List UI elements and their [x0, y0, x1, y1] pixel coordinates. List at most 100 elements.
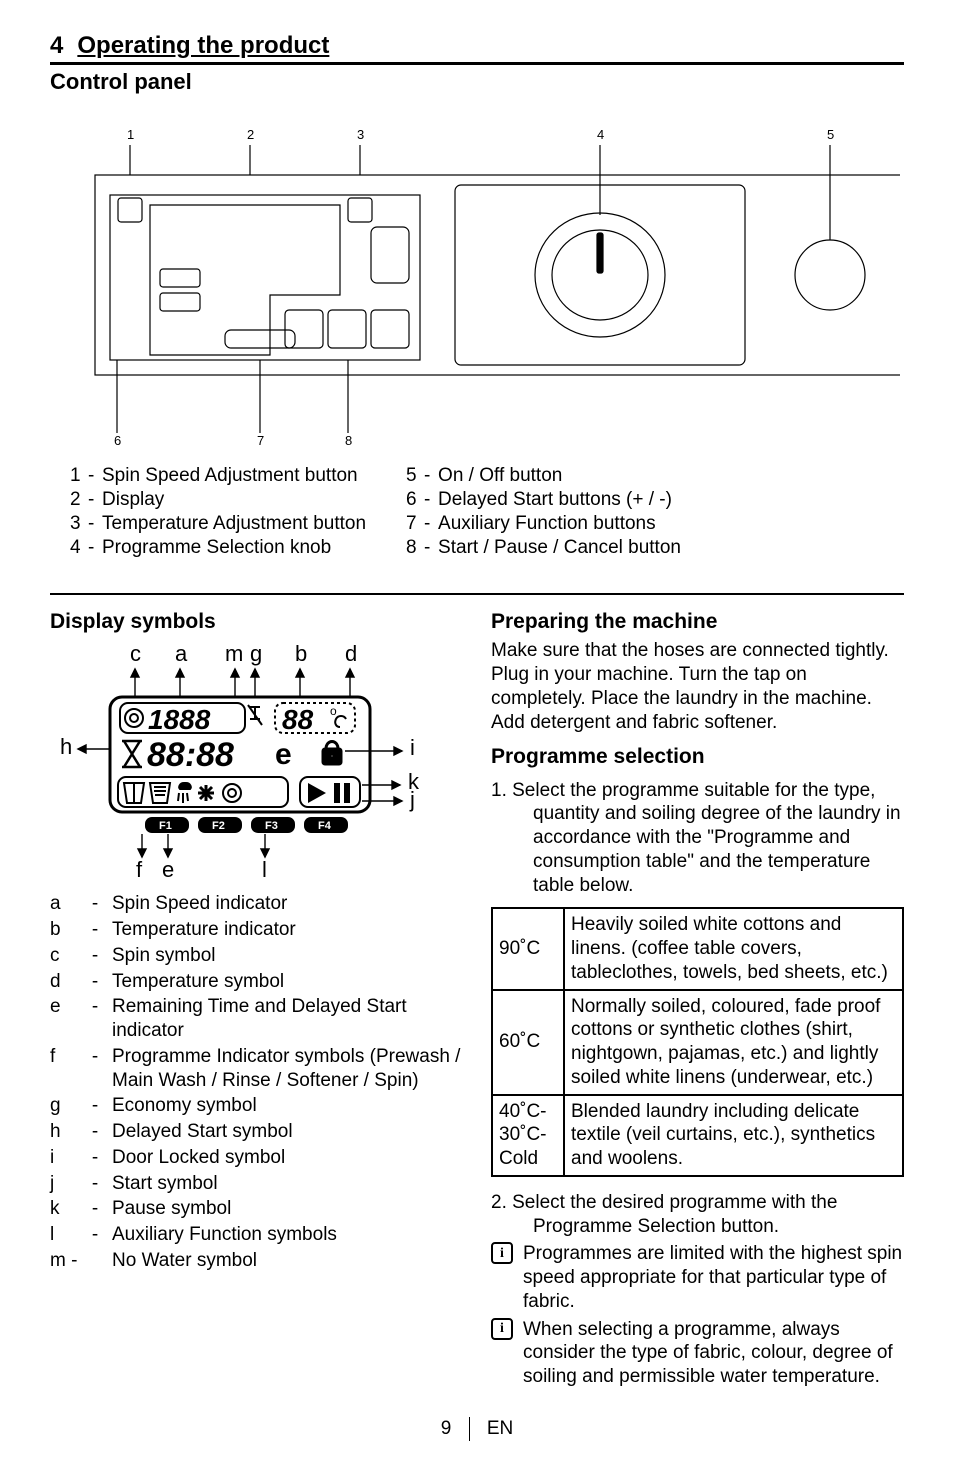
symbol-dash: -: [88, 1197, 102, 1221]
preparing-body: Make sure that the hoses are connected t…: [491, 639, 904, 734]
svg-text:d: d: [345, 641, 357, 666]
symbol-dash: -: [88, 1045, 102, 1093]
programme-heading: Programme selection: [491, 744, 904, 770]
symbol-dash: -: [88, 970, 102, 994]
symbol-dash: -: [88, 944, 102, 968]
legend-dash: -: [88, 513, 102, 535]
legend-dash: -: [88, 537, 102, 559]
symbol-dash: -: [88, 892, 102, 916]
symbol-dash: -: [88, 918, 102, 942]
legend-text: Delayed Start buttons (+ / -): [438, 489, 681, 511]
table-row: 60˚CNormally soiled, coloured, fade proo…: [492, 990, 903, 1095]
display-symbols-legend: a-Spin Speed indicatorb-Temperature indi…: [50, 892, 463, 1272]
section-number: 4: [50, 32, 63, 59]
svg-text:a: a: [175, 641, 188, 666]
symbol-key: e: [50, 995, 78, 1043]
svg-text:F2: F2: [212, 820, 225, 832]
symbol-text: Door Locked symbol: [112, 1146, 463, 1170]
temp-cell: 60˚C: [492, 990, 564, 1095]
page-footer: 9 EN: [50, 1417, 904, 1441]
svg-text:88: 88: [282, 704, 314, 735]
symbol-key: a: [50, 892, 78, 916]
legend-text: Auxiliary Function buttons: [438, 513, 681, 535]
panel-legend-right: 5-On / Off button6-Delayed Start buttons…: [406, 465, 681, 559]
info-text: When selecting a programme, always consi…: [523, 1318, 904, 1389]
legend-dash: -: [88, 465, 102, 487]
symbol-key: g: [50, 1094, 78, 1118]
svg-text:e: e: [275, 738, 292, 771]
legend-text: Programme Selection knob: [102, 537, 366, 559]
panel-top-label: 1: [127, 127, 134, 142]
panel-top-label: 5: [827, 127, 834, 142]
temp-cell: 90˚C: [492, 908, 564, 989]
subheading: Control panel: [50, 69, 904, 95]
svg-text:o: o: [330, 704, 337, 718]
panel-svg: 12345: [70, 115, 900, 445]
divider: [50, 593, 904, 595]
symbol-text: Auxiliary Function symbols: [112, 1223, 463, 1247]
page-number: 9: [441, 1418, 452, 1439]
manual-page: 4Operating the product Control panel 123…: [0, 0, 954, 1461]
symbol-key: k: [50, 1197, 78, 1221]
svg-text:F1: F1: [159, 820, 172, 832]
info-icon: i: [491, 1242, 513, 1264]
symbol-text: Spin symbol: [112, 944, 463, 968]
symbol-dash: [88, 1249, 102, 1273]
legend-dash: -: [424, 537, 438, 559]
svg-text:e: e: [162, 857, 174, 882]
symbol-key: j: [50, 1172, 78, 1196]
desc-cell: Heavily soiled white cottons and linens.…: [564, 908, 903, 989]
svg-text:1888: 1888: [148, 704, 211, 735]
footer-divider: [469, 1417, 470, 1441]
display-symbols-section: Display symbols camgbd h: [50, 609, 463, 1393]
symbol-dash: -: [88, 1146, 102, 1170]
svg-text:F3: F3: [265, 820, 278, 832]
svg-text:h: h: [60, 734, 72, 759]
symbol-key: h: [50, 1120, 78, 1144]
panel-legend-left: 1-Spin Speed Adjustment button2-Display3…: [70, 465, 366, 559]
symbol-key: f: [50, 1045, 78, 1093]
display-svg: camgbd h: [50, 639, 430, 884]
symbol-text: Spin Speed indicator: [112, 892, 463, 916]
table-row: 40˚C- 30˚C- ColdBlended laundry includin…: [492, 1095, 903, 1176]
desc-cell: Normally soiled, coloured, fade proof co…: [564, 990, 903, 1095]
svg-text:F4: F4: [318, 820, 332, 832]
symbol-dash: -: [88, 995, 102, 1043]
symbol-dash: -: [88, 1094, 102, 1118]
symbol-text: Start symbol: [112, 1172, 463, 1196]
symbol-text: Remaining Time and Delayed Start indicat…: [112, 995, 463, 1043]
symbol-text: Temperature symbol: [112, 970, 463, 994]
panel-top-label: 2: [247, 127, 254, 142]
legend-dash: -: [424, 489, 438, 511]
symbol-text: Temperature indicator: [112, 918, 463, 942]
panel-top-label: 4: [597, 127, 604, 142]
panel-legend: 1-Spin Speed Adjustment button2-Display3…: [50, 455, 904, 569]
info-item: iProgrammes are limited with the highest…: [491, 1242, 904, 1313]
table-row: 90˚CHeavily soiled white cottons and lin…: [492, 908, 903, 989]
svg-text:g: g: [250, 641, 262, 666]
symbol-key: i: [50, 1146, 78, 1170]
info-item: i When selecting a programme, always cons…: [491, 1318, 904, 1389]
legend-dash: -: [424, 513, 438, 535]
legend-num: 5: [406, 465, 424, 487]
symbol-text: Programme Indicator symbols (Prewash / M…: [112, 1045, 463, 1093]
legend-num: 8: [406, 537, 424, 559]
legend-num: 1: [70, 465, 88, 487]
prog-step2: 2. Select the desired programme with the…: [491, 1191, 904, 1239]
panel-bottom-label: 6: [114, 433, 121, 445]
prog-step1: 1. Select the programme suitable for the…: [491, 779, 904, 898]
symbol-text: Economy symbol: [112, 1094, 463, 1118]
legend-dash: -: [424, 465, 438, 487]
legend-text: Spin Speed Adjustment button: [102, 465, 366, 487]
svg-text:l: l: [262, 857, 267, 882]
legend-text: Display: [102, 489, 366, 511]
symbol-key: l: [50, 1223, 78, 1247]
legend-num: 7: [406, 513, 424, 535]
legend-text: Start / Pause / Cancel button: [438, 537, 681, 559]
desc-cell: Blended laundry including delicate texti…: [564, 1095, 903, 1176]
section-title: Operating the product: [77, 32, 329, 59]
legend-num: 4: [70, 537, 88, 559]
info-icon: i: [491, 1318, 513, 1340]
legend-num: 6: [406, 489, 424, 511]
svg-text:m: m: [225, 641, 243, 666]
